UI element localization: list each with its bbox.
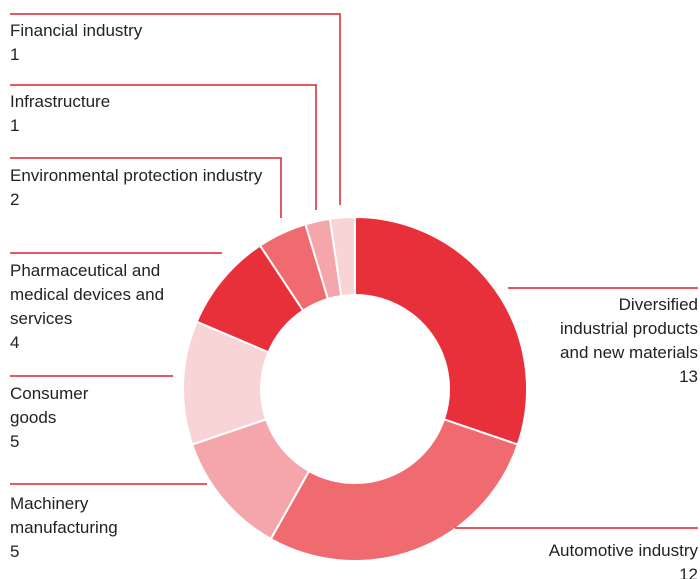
category-value: 5 [10,432,20,451]
category-name: Machinery manufacturing [10,494,118,537]
category-value: 12 [679,565,698,579]
slice-label: Consumer goods 5 [10,382,130,454]
category-name: Financial industry [10,21,143,40]
slice-label: Automotive industry 12 [478,539,698,579]
category-value: 2 [10,190,20,209]
leader-line [10,157,282,218]
leader-line [10,84,317,210]
category-name: Infrastructure [10,92,111,111]
slice-label: Diversified industrial products and new … [558,293,698,389]
slice-label: Environmental protection industry 2 [10,164,265,212]
category-name: Diversified industrial products and new … [560,295,698,362]
slice-label: Machinery manufacturing 5 [10,492,170,564]
category-name: Environmental protection industry [10,166,263,185]
category-name: Automotive industry [548,541,698,560]
slice-label: Infrastructure 1 [10,90,210,138]
slice-label: Pharmaceutical and medical devices and s… [10,259,210,355]
donut-slice [328,215,356,298]
category-value: 5 [10,542,20,561]
slice-label: Financial industry 1 [10,19,210,67]
category-name: Pharmaceutical and medical devices and s… [10,261,165,328]
category-value: 4 [10,333,20,352]
leader-line [10,13,341,205]
category-name: Consumer goods [10,384,89,427]
donut-slice [354,215,528,446]
donut-slice [269,418,520,562]
category-value: 1 [10,116,20,135]
category-value: 13 [679,367,698,386]
category-value: 1 [10,45,20,64]
